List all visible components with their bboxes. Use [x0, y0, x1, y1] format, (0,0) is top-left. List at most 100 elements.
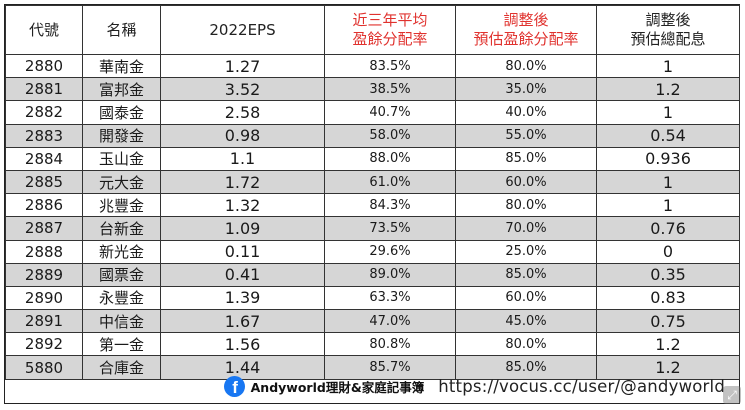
- header-eps: 2022EPS: [160, 5, 325, 55]
- table-row: 2889 國票金 0.41 89.0% 85.0% 0.35: [5, 262, 740, 287]
- cell-code: 2883: [5, 123, 83, 148]
- cell-adjusted-dividend: 0: [596, 239, 740, 264]
- cell-avg-payout-ratio: 58.0%: [324, 123, 456, 148]
- table-row: 2887 台新金 1.09 73.5% 70.0% 0.76: [5, 216, 740, 241]
- cell-adjusted-dividend: 0.75: [596, 309, 740, 334]
- footer-url[interactable]: https://vocus.cc/user/@andyworld: [438, 376, 725, 396]
- cell-avg-payout-ratio: 38.5%: [324, 77, 456, 102]
- cell-code: 2890: [5, 285, 83, 311]
- header-name-line1: 名稱: [106, 20, 137, 39]
- cell-avg-payout-ratio: 47.0%: [324, 309, 456, 334]
- header-name: 名稱: [82, 5, 161, 55]
- table-row: 2892 第一金 1.56 80.8% 80.0% 1.2: [5, 332, 740, 357]
- table-row: 2888 新光金 0.11 29.6% 25.0% 0: [5, 239, 740, 264]
- cell-name: 國票金: [82, 262, 161, 287]
- cell-adjusted-payout-ratio: 85.0%: [455, 146, 597, 171]
- cell-name: 第一金: [82, 332, 161, 357]
- cell-avg-payout-ratio: 29.6%: [324, 239, 456, 264]
- cell-eps: 1.67: [160, 309, 325, 334]
- cell-name: 台新金: [82, 216, 161, 241]
- cell-adjusted-dividend: 0.936: [596, 146, 740, 171]
- cell-code: 2881: [5, 77, 83, 102]
- cell-adjusted-payout-ratio: 80.0%: [455, 53, 597, 79]
- header-avg-payout-ratio-line1: 近三年平均: [352, 11, 428, 29]
- header-avg-payout-ratio-line2: 盈餘分配率: [352, 30, 428, 48]
- cell-adjusted-payout-ratio: 25.0%: [455, 239, 597, 264]
- cell-adjusted-payout-ratio: 60.0%: [455, 285, 597, 311]
- cell-adjusted-dividend: 1.2: [596, 355, 740, 380]
- cell-avg-payout-ratio: 88.0%: [324, 146, 456, 171]
- table-row: 2882 國泰金 2.58 40.7% 40.0% 1: [5, 100, 740, 125]
- cell-eps: 1.56: [160, 332, 325, 357]
- cell-adjusted-dividend: 1: [596, 53, 740, 79]
- cell-eps: 0.98: [160, 123, 325, 148]
- cell-avg-payout-ratio: 61.0%: [324, 169, 456, 195]
- cell-code: 2885: [5, 169, 83, 195]
- cell-name: 合庫金: [82, 355, 161, 380]
- cell-name: 新光金: [82, 239, 161, 264]
- cell-name: 開發金: [82, 123, 161, 148]
- cell-adjusted-payout-ratio: 70.0%: [455, 216, 597, 241]
- table-row: 2890 永豐金 1.39 63.3% 60.0% 0.83: [5, 285, 740, 311]
- cell-avg-payout-ratio: 73.5%: [324, 216, 456, 241]
- cell-name: 國泰金: [82, 100, 161, 125]
- table-row: 2880 華南金 1.27 83.5% 80.0% 1: [5, 53, 740, 79]
- header-adjusted-payout-ratio-line2: 預估盈餘分配率: [473, 30, 579, 48]
- cell-name: 華南金: [82, 53, 161, 79]
- table-row: 2881 富邦金 3.52 38.5% 35.0% 1.2: [5, 77, 740, 102]
- cell-code: 2882: [5, 100, 83, 125]
- table-header-row: 代號 名稱 2022EPS 近三年平均 盈餘分配率 調整後 預估盈餘分配率 調整後 預估總配息: [5, 5, 740, 55]
- cell-code: 2889: [5, 262, 83, 287]
- cell-adjusted-payout-ratio: 60.0%: [455, 169, 597, 195]
- cell-name: 中信金: [82, 309, 161, 334]
- dividend-table-sheet: 代號 名稱 2022EPS 近三年平均 盈餘分配率 調整後 預估盈餘分配率 調整後 預估總配息 …: [4, 4, 740, 404]
- cell-adjusted-payout-ratio: 35.0%: [455, 77, 597, 102]
- cell-code: 2891: [5, 309, 83, 334]
- header-code-line1: 代號: [28, 20, 59, 39]
- cell-name: 兆豐金: [82, 193, 161, 218]
- cell-adjusted-payout-ratio: 80.0%: [455, 332, 597, 357]
- cell-eps: 1.72: [160, 169, 325, 195]
- cell-avg-payout-ratio: 89.0%: [324, 262, 456, 287]
- header-avg-payout-ratio: 近三年平均 盈餘分配率: [324, 5, 456, 55]
- cell-name: 玉山金: [82, 146, 161, 171]
- cell-eps: 2.58: [160, 100, 325, 125]
- header-adjusted-payout-ratio: 調整後 預估盈餘分配率: [455, 5, 597, 55]
- header-adjusted-payout-ratio-line1: 調整後: [503, 11, 549, 29]
- table-row: 2884 玉山金 1.1 88.0% 85.0% 0.936: [5, 146, 740, 171]
- cell-name: 富邦金: [82, 77, 161, 102]
- cell-eps: 3.52: [160, 77, 325, 102]
- cell-code: 2887: [5, 216, 83, 241]
- cell-avg-payout-ratio: 80.8%: [324, 332, 456, 357]
- cell-eps: 1.39: [160, 285, 325, 311]
- header-adjusted-dividend: 調整後 預估總配息: [596, 5, 740, 55]
- expand-icon[interactable]: ⤢: [723, 386, 741, 404]
- header-eps-line1: 2022EPS: [209, 20, 276, 39]
- cell-eps: 1.32: [160, 193, 325, 218]
- cell-eps: 1.1: [160, 146, 325, 171]
- cell-adjusted-dividend: 1: [596, 193, 740, 218]
- header-code: 代號: [5, 5, 83, 55]
- cell-eps: 1.09: [160, 216, 325, 241]
- cell-code: 5880: [5, 355, 83, 380]
- cell-adjusted-dividend: 0.54: [596, 123, 740, 148]
- cell-adjusted-dividend: 0.35: [596, 262, 740, 287]
- cell-adjusted-dividend: 1: [596, 100, 740, 125]
- table-row: 2886 兆豐金 1.32 84.3% 80.0% 1: [5, 193, 740, 218]
- cell-avg-payout-ratio: 63.3%: [324, 285, 456, 311]
- cell-code: 2888: [5, 239, 83, 264]
- cell-adjusted-dividend: 0.76: [596, 216, 740, 241]
- table-row: 2891 中信金 1.67 47.0% 45.0% 0.75: [5, 309, 740, 334]
- cell-adjusted-dividend: 0.83: [596, 285, 740, 311]
- cell-code: 2886: [5, 193, 83, 218]
- cell-adjusted-payout-ratio: 85.0%: [455, 355, 597, 380]
- cell-eps: 0.11: [160, 239, 325, 264]
- cell-adjusted-dividend: 1: [596, 169, 740, 195]
- table-row: 2885 元大金 1.72 61.0% 60.0% 1: [5, 169, 740, 195]
- cell-avg-payout-ratio: 83.5%: [324, 53, 456, 79]
- footer-brand: Andyworld理財&家庭記事簿: [250, 379, 425, 395]
- cell-adjusted-payout-ratio: 55.0%: [455, 123, 597, 148]
- cell-adjusted-payout-ratio: 45.0%: [455, 309, 597, 334]
- cell-avg-payout-ratio: 40.7%: [324, 100, 456, 125]
- cell-name: 永豐金: [82, 285, 161, 311]
